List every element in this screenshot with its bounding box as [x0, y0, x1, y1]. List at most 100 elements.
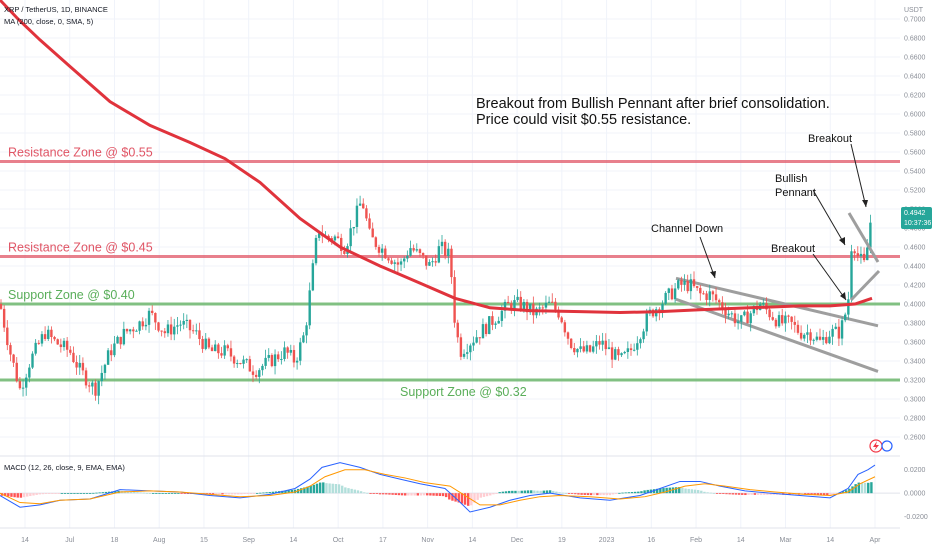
candle-body [31, 353, 34, 368]
macd-histogram-bar [363, 492, 366, 494]
macd-histogram-bar [44, 493, 48, 494]
candle-body [317, 233, 321, 238]
price-tick-label: 0.5600 [904, 150, 926, 157]
time-tick-label: 16 [647, 537, 655, 544]
candle-body [188, 319, 192, 331]
macd-histogram-bar [26, 493, 29, 497]
candle-body [497, 320, 500, 324]
macd-histogram-bar [504, 491, 508, 494]
ma-legend[interactable]: MA (200, close, 0, SMA, 5) [4, 17, 94, 26]
candle-body [223, 345, 226, 356]
macd-histogram-bar [334, 484, 338, 494]
macd-legend[interactable]: MACD (12, 26, close, 9, EMA, EMA) [4, 463, 125, 472]
macd-histogram-bar [476, 493, 479, 500]
blue-circle-icon[interactable] [881, 440, 893, 452]
symbol-legend[interactable]: XRP / TetherUS, 1D, BINANCE [4, 5, 108, 14]
candle-body [18, 381, 22, 389]
candle-body [343, 250, 346, 254]
candle-body [639, 339, 642, 344]
macd-histogram-bar [407, 493, 410, 496]
macd-histogram-bar [542, 490, 545, 494]
macd-histogram-bar [306, 486, 309, 494]
candle-body [494, 323, 497, 325]
macd-histogram-bar [460, 493, 464, 504]
candle-body [488, 316, 491, 335]
candle-body [330, 238, 333, 241]
candle-body [258, 370, 261, 377]
candle-body [349, 228, 352, 247]
candle-body [777, 315, 781, 327]
macd-histogram-bar [246, 493, 249, 494]
macd-histogram-bar [38, 493, 41, 495]
candle-body [273, 354, 277, 367]
macd-histogram-bar [369, 493, 372, 494]
macd-histogram-bar [129, 491, 133, 494]
candle-body [614, 349, 617, 360]
candle-body [292, 349, 296, 363]
macd-histogram-bar [158, 493, 161, 494]
candle-body [65, 340, 69, 350]
candle-body [695, 286, 699, 288]
macd-histogram-bar [507, 490, 511, 494]
candle-body [47, 329, 50, 339]
macd-histogram-bar [759, 493, 763, 495]
candle-body [431, 261, 434, 263]
macd-histogram-bar [48, 493, 51, 494]
candle-body [283, 347, 286, 359]
candle-body [727, 313, 730, 316]
macd-histogram-bar [656, 488, 659, 494]
macd-histogram-bar [520, 490, 523, 494]
last-price-tag[interactable]: 0.4942 10:37:36 [901, 207, 932, 229]
candle-body [847, 299, 850, 315]
macd-histogram-bar [533, 490, 536, 494]
macd-histogram-bar [388, 493, 391, 495]
candle-body [122, 328, 126, 345]
price-tick-label: 0.4400 [904, 264, 926, 271]
macd-histogram-bar [845, 490, 848, 494]
macd-histogram-bar [489, 493, 492, 496]
candle-body [248, 359, 252, 372]
macd-histogram-bar [441, 493, 445, 497]
macd-histogram-bar [561, 492, 564, 494]
candle-body [718, 300, 721, 303]
price-axis[interactable]: 0.7000 0.6800 0.6600 0.6400 0.6200 0.6000 0.58… [904, 17, 928, 522]
candle-body [670, 288, 674, 300]
flash-icon[interactable] [869, 439, 883, 453]
candle-body [305, 325, 308, 336]
macd-histogram-bar [608, 493, 612, 496]
macd-histogram-bar [315, 483, 319, 494]
candle-body [406, 255, 409, 259]
candle-body [242, 359, 245, 364]
candle-body [862, 253, 866, 261]
candle-body [724, 309, 727, 316]
price-tick-label: 0.3400 [904, 359, 926, 366]
macd-histogram-bar [444, 493, 448, 498]
candle-body [582, 346, 585, 352]
macd-histogram-bar [791, 493, 794, 495]
macd-histogram-bar [684, 488, 687, 494]
time-tick-label: 18 [111, 537, 119, 544]
candle-body [214, 344, 217, 352]
candles [0, 195, 872, 405]
candle-body [34, 342, 37, 354]
price-tick-label: 0.3600 [904, 340, 926, 347]
macd-histogram-bar [22, 493, 26, 498]
candle-body [191, 330, 195, 332]
macd-histogram-bar [523, 490, 527, 494]
macd-histogram-bar [652, 489, 656, 494]
macd-histogram-bar [706, 492, 709, 494]
price-tick-label: 0.6400 [904, 74, 926, 81]
macd-histogram-bar [728, 493, 731, 495]
candle-body [144, 324, 148, 327]
macd-histogram-bar [180, 493, 183, 494]
macd-histogram-bar [303, 487, 306, 494]
macd-histogram-bar [536, 490, 539, 494]
macd-histogram-bar [274, 491, 278, 494]
candle-body [409, 248, 412, 256]
candle-body [40, 334, 44, 344]
price-tick-label: 0.6600 [904, 55, 926, 62]
macd-histogram-bar [514, 490, 517, 494]
candle-body [21, 387, 25, 389]
time-axis[interactable]: 14 Jul 18 Aug 15 Sep 14 Oct 17 Nov 14 Dec 19 2023 16 Fe… [21, 537, 881, 544]
candle-body [610, 347, 614, 360]
